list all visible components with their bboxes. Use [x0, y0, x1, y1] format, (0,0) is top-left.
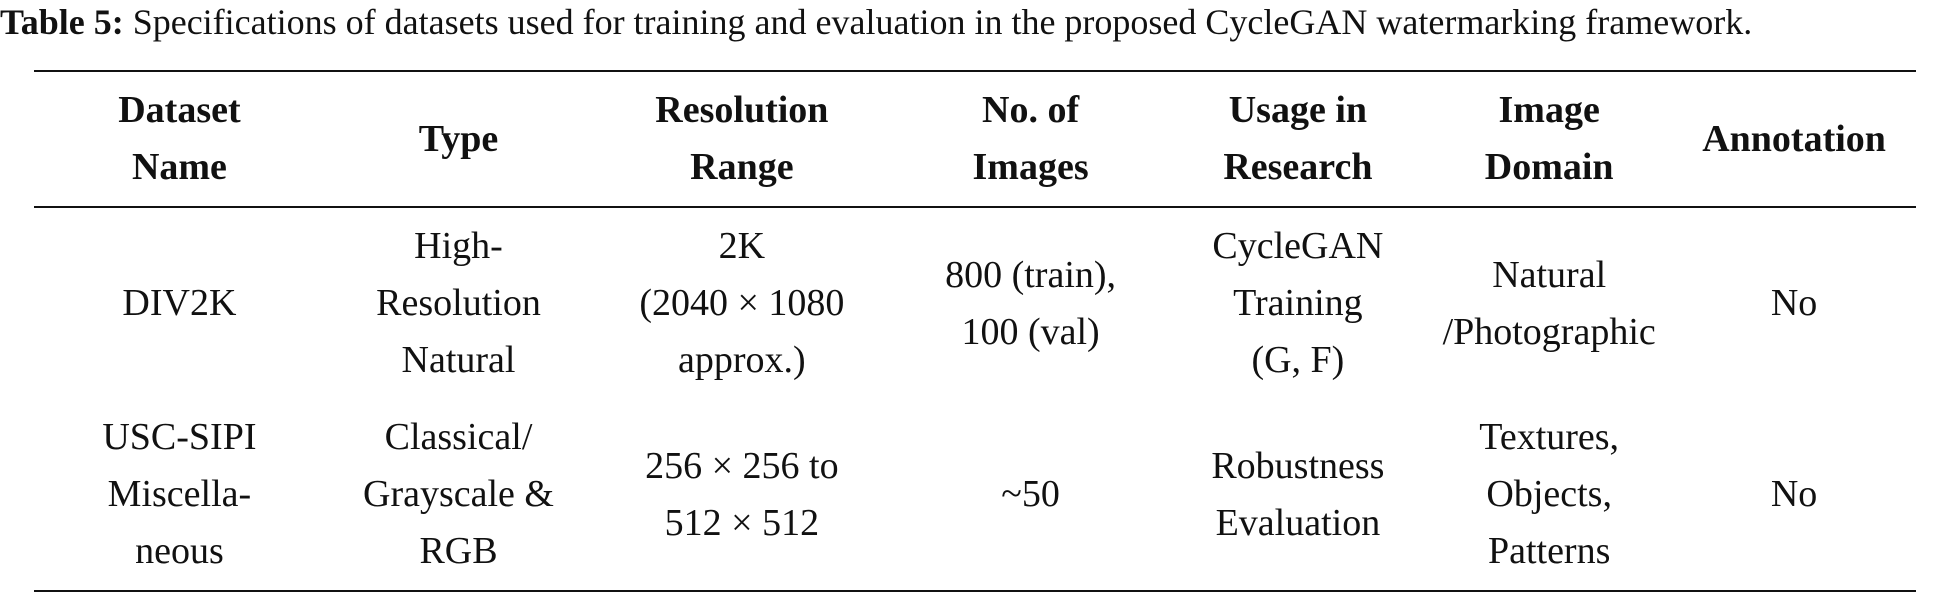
header-type: Type [418, 117, 499, 160]
header-annotation: Annotation [1702, 117, 1886, 160]
table-row: DIV2K High- Resolution Natural 2K (2040 … [34, 207, 1916, 399]
table-caption: Table 5: Specifications of datasets used… [0, 0, 1949, 44]
table-row: USC-SIPI Miscella- neous Classical/ Gray… [34, 399, 1916, 591]
cell-annotation: No [1770, 473, 1818, 515]
cell-resolution-range: 2K (2040 × 1080 approx.) [639, 225, 845, 381]
cell-no-of-images: 800 (train), 100 (val) [945, 253, 1117, 353]
table-header-row: Dataset Name Type Resolution Range No. o… [34, 71, 1916, 207]
table-caption-text: Specifications of datasets used for trai… [123, 2, 1753, 42]
cell-image-domain: Textures, Objects, Patterns [1479, 416, 1620, 572]
cell-no-of-images: ~50 [1001, 473, 1060, 515]
header-resolution-range: Resolution Range [655, 89, 829, 188]
header-usage-in-research: Usage in Research [1223, 89, 1373, 188]
cell-type: Classical/ Grayscale & RGB [363, 416, 554, 572]
cell-annotation: No [1770, 282, 1818, 324]
cell-usage-in-research: CycleGAN Training (G, F) [1212, 225, 1384, 381]
table-caption-label: Table 5: [0, 2, 124, 42]
header-dataset-name: Dataset Name [118, 89, 241, 188]
cell-dataset-name: USC-SIPI Miscella- neous [102, 416, 257, 572]
cell-usage-in-research: Robustness Evaluation [1211, 444, 1385, 544]
header-image-domain: Image Domain [1484, 89, 1614, 188]
header-no-of-images: No. of Images [972, 89, 1089, 188]
dataset-table-container: Dataset Name Type Resolution Range No. o… [34, 70, 1916, 592]
cell-resolution-range: 256 × 256 to 512 × 512 [645, 444, 839, 544]
dataset-specs-table: Dataset Name Type Resolution Range No. o… [34, 70, 1916, 592]
cell-type: High- Resolution Natural [376, 225, 541, 381]
cell-dataset-name: DIV2K [122, 282, 237, 324]
cell-image-domain: Natural /Photographic [1442, 253, 1656, 353]
